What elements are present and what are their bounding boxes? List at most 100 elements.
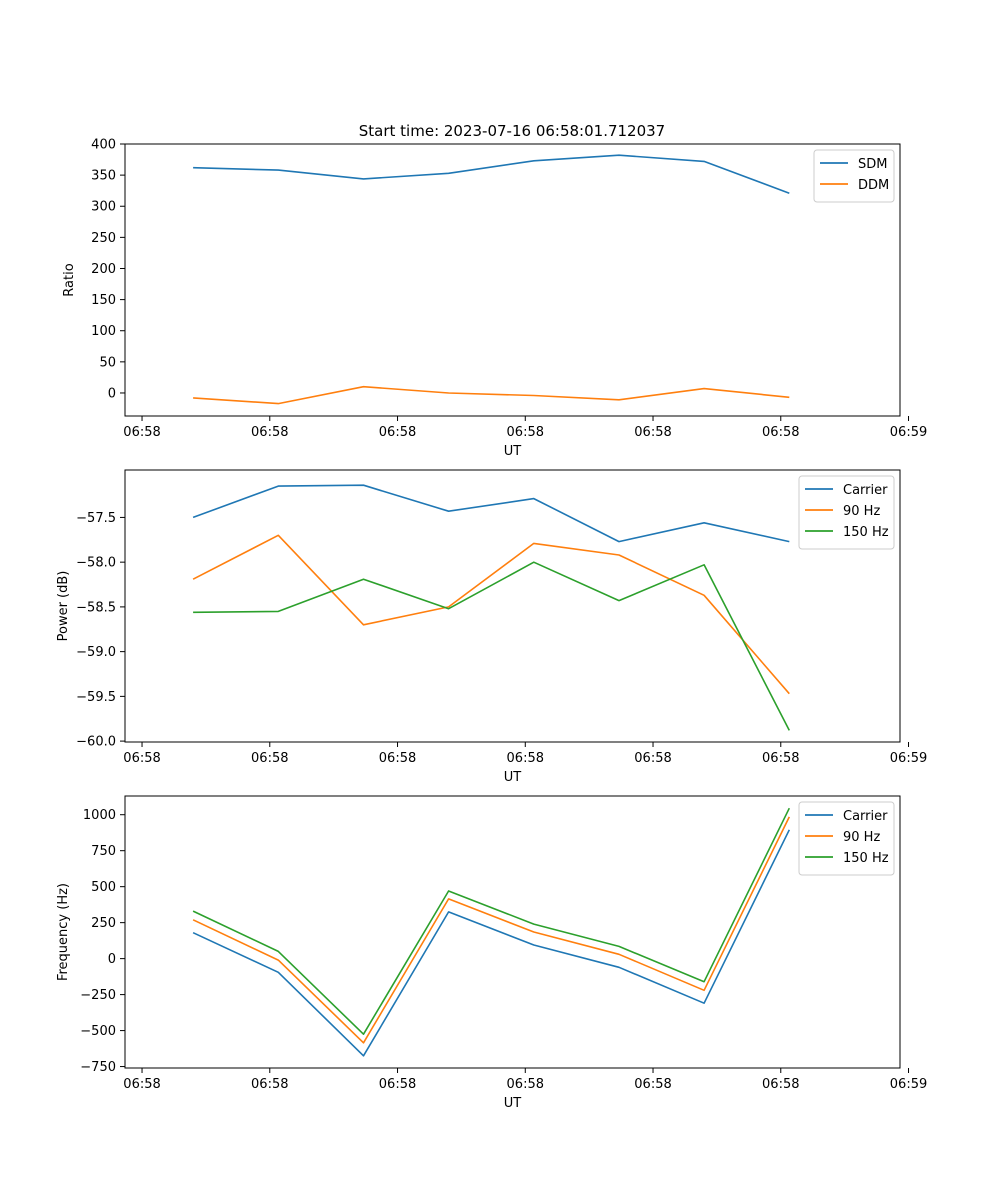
- y-tick-label: 250: [91, 916, 116, 931]
- x-tick-label: 06:58: [123, 425, 160, 440]
- x-axis-label: UT: [504, 444, 522, 459]
- x-tick-label: 06:58: [251, 425, 288, 440]
- data-point: [703, 387, 706, 390]
- data-point: [703, 594, 706, 597]
- data-point: [277, 959, 280, 962]
- legend-label: Carrier: [843, 483, 888, 498]
- x-tick-label: 06:58: [762, 751, 799, 766]
- data-point: [532, 931, 535, 934]
- data-point: [532, 394, 535, 397]
- data-point: [447, 510, 450, 513]
- data-point: [617, 945, 620, 948]
- data-point: [703, 563, 706, 566]
- y-tick-label: 250: [91, 231, 116, 246]
- y-tick-label: 1000: [83, 808, 116, 823]
- x-tick-label: 06:58: [251, 751, 288, 766]
- y-axis-label: Ratio: [62, 263, 77, 296]
- data-point: [362, 177, 365, 180]
- figure-title: Start time: 2023-07-16 06:58:01.712037: [359, 122, 665, 140]
- data-point: [532, 561, 535, 564]
- y-tick-label: −58.0: [76, 556, 116, 571]
- legend-label: SDM: [858, 157, 887, 172]
- data-point: [192, 578, 195, 581]
- legend: Carrier 90 Hz 150 Hz: [798, 475, 895, 550]
- y-tick-label: −59.0: [76, 645, 116, 660]
- x-tick-label: 06:58: [507, 1077, 544, 1092]
- legend-label: Carrier: [843, 809, 888, 824]
- legend-label: DDM: [858, 178, 889, 193]
- axes-frame: [124, 469, 901, 743]
- legend-label: 150 Hz: [843, 851, 889, 866]
- data-point: [788, 692, 791, 695]
- x-tick-label: 06:59: [890, 751, 927, 766]
- data-point: [788, 192, 791, 195]
- data-point: [788, 729, 791, 732]
- x-tick-label: 06:58: [379, 1077, 416, 1092]
- data-point: [277, 950, 280, 953]
- data-point: [788, 815, 791, 818]
- y-tick-label: −60.0: [76, 735, 116, 750]
- data-point: [362, 385, 365, 388]
- data-point: [192, 396, 195, 399]
- x-axis-label: UT: [504, 770, 522, 785]
- x-tick-label: 06:58: [762, 425, 799, 440]
- data-point: [277, 610, 280, 613]
- data-point: [617, 554, 620, 557]
- chart-panel-1: 06:58 06:58 06:58 06:58 06:58 06:58 06:59 0 50 10…: [62, 138, 927, 460]
- axes-frame: [124, 795, 901, 1069]
- data-point: [532, 943, 535, 946]
- data-point: [532, 923, 535, 926]
- y-tick-label: 300: [91, 200, 116, 215]
- data-point: [277, 534, 280, 537]
- data-point: [362, 1054, 365, 1057]
- data-point: [362, 484, 365, 487]
- chart-panel-2: 06:58 06:58 06:58 06:58 06:58 06:58 06:59 −60.0…: [56, 469, 927, 785]
- data-point: [447, 910, 450, 913]
- series-line-sdm: [193, 154, 790, 194]
- y-tick-label: −58.5: [76, 600, 116, 615]
- data-point: [532, 542, 535, 545]
- y-tick-label: 750: [91, 844, 116, 859]
- y-tick-label: −250: [80, 988, 116, 1003]
- data-point: [617, 398, 620, 401]
- data-point: [192, 611, 195, 614]
- x-tick-label: 06:58: [123, 1077, 160, 1092]
- y-tick-label: −500: [80, 1024, 116, 1039]
- data-point: [617, 540, 620, 543]
- x-tick-label: 06:58: [379, 751, 416, 766]
- data-point: [532, 497, 535, 500]
- x-tick-label: 06:58: [507, 751, 544, 766]
- data-point: [617, 599, 620, 602]
- legend-label: 90 Hz: [843, 830, 880, 845]
- data-point: [362, 1033, 365, 1036]
- data-point: [703, 521, 706, 524]
- axes-frame: [124, 143, 901, 417]
- data-point: [192, 166, 195, 169]
- data-point: [447, 607, 450, 610]
- y-tick-label: 50: [99, 355, 116, 370]
- data-point: [788, 807, 791, 810]
- legend-label: 150 Hz: [843, 525, 889, 540]
- data-point: [703, 989, 706, 992]
- legend-label: 90 Hz: [843, 504, 880, 519]
- y-tick-label: −59.5: [76, 690, 116, 705]
- x-tick-label: 06:58: [762, 1077, 799, 1092]
- chart-panel-3: 06:58 06:58 06:58 06:58 06:58 06:58 06:59 −750 −…: [56, 795, 927, 1111]
- data-point: [703, 980, 706, 983]
- x-tick-label: 06:58: [123, 751, 160, 766]
- y-tick-label: 350: [91, 169, 116, 184]
- x-tick-label: 06:58: [251, 1077, 288, 1092]
- y-tick-label: −57.5: [76, 511, 116, 526]
- data-point: [703, 1002, 706, 1005]
- data-point: [277, 971, 280, 974]
- x-tick-label: 06:58: [634, 1077, 671, 1092]
- series-line-150-hz: [193, 561, 791, 731]
- y-tick-label: 0: [108, 952, 116, 967]
- y-tick-label: 400: [91, 138, 116, 153]
- y-tick-label: 200: [91, 262, 116, 277]
- data-point: [617, 966, 620, 969]
- data-point: [277, 485, 280, 488]
- data-point: [447, 897, 450, 900]
- data-point: [788, 396, 791, 399]
